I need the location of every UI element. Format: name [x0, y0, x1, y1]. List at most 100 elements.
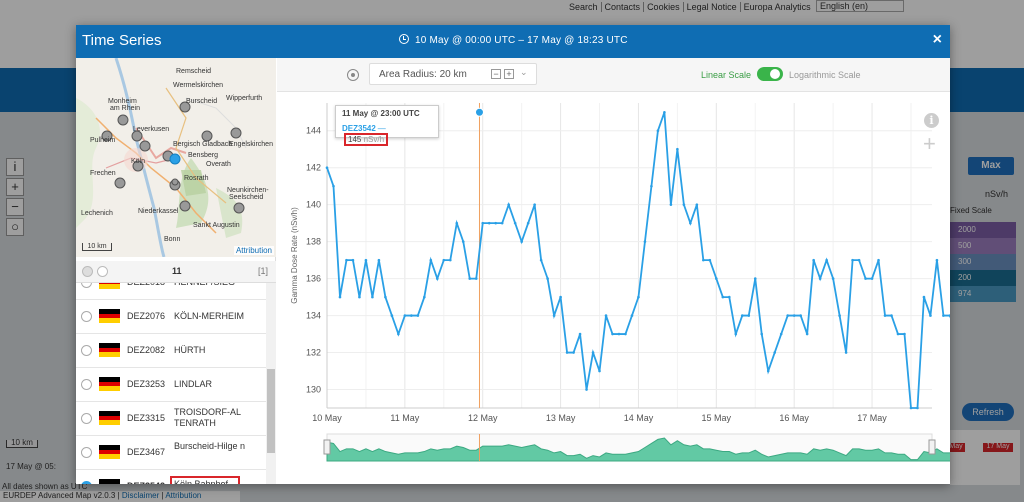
station-code: DEZ3315	[127, 413, 166, 423]
station-radio[interactable]	[81, 283, 92, 288]
x-tick-label: 10 May	[312, 413, 342, 423]
station-count: 11	[172, 266, 182, 276]
data-point	[812, 258, 815, 262]
data-point	[753, 277, 757, 280]
station-radio[interactable]	[81, 447, 92, 458]
area-radius-label: Area Radius: 20 km	[379, 69, 467, 80]
station-radio[interactable]	[81, 345, 92, 356]
x-tick-label: 12 May	[468, 413, 498, 423]
data-point	[909, 406, 913, 410]
chart-toolbar: Area Radius: 20 km − + ⌄ Linear Scale Lo…	[277, 58, 950, 92]
data-point	[617, 332, 621, 336]
data-point	[766, 369, 770, 373]
station-list-header: 11 [1]	[76, 261, 276, 283]
plus-icon[interactable]: +	[923, 131, 936, 156]
station-row[interactable]: DEZ3467 Burscheid-Hilge n	[76, 436, 266, 470]
tooltip-date: 11 May @ 23:00 UTC	[342, 109, 420, 118]
station-radio[interactable]	[81, 379, 92, 390]
map-controls: i + − ○	[6, 158, 24, 238]
data-point	[740, 314, 744, 317]
data-point	[410, 314, 413, 317]
map-place-label: Wipperfurth	[226, 95, 263, 102]
x-tick-label: 14 May	[624, 413, 654, 423]
map-place-label: Bergisch Gladbach	[173, 141, 233, 148]
data-point	[500, 221, 504, 225]
scrollbar-thumb[interactable]	[267, 369, 275, 453]
data-point	[702, 258, 705, 262]
data-point	[857, 258, 861, 262]
footer-attribution[interactable]: Attribution	[165, 491, 202, 500]
tooltip-dash: —	[377, 124, 386, 133]
station-row[interactable]: DEZ2082 HÜRTH	[76, 334, 266, 368]
linear-scale-label[interactable]: Linear Scale	[701, 70, 752, 80]
link-analytics[interactable]: Europa Analytics	[743, 2, 811, 12]
station-row[interactable]: DEZ2076 KÖLN-MERHEIM	[76, 300, 266, 334]
station-row[interactable]: DEZ3315 TROISDORF-AL TENRATH	[76, 402, 266, 436]
language-select[interactable]: English (en)	[816, 0, 904, 12]
data-point	[539, 258, 543, 262]
data-point	[721, 295, 725, 299]
station-radio[interactable]	[81, 413, 92, 424]
select-none-radio[interactable]	[97, 266, 108, 277]
zoom-out-button[interactable]: −	[6, 198, 24, 216]
data-point	[559, 295, 562, 299]
radius-minus-button[interactable]: −	[491, 69, 501, 79]
link-search[interactable]: Search	[566, 2, 602, 12]
footer: EURDEP Advanced Map v2.0.3 | Disclaimer …	[0, 491, 240, 502]
station-radio[interactable]	[81, 311, 92, 322]
close-button[interactable]: ×	[932, 31, 942, 48]
reset-button[interactable]: ○	[6, 218, 24, 236]
station-row[interactable]: DEZ3542 Köln Bahnhof	[76, 470, 266, 484]
target-icon[interactable]	[347, 69, 359, 81]
chart-svg[interactable]: 130 132 134 136 138 140 142 144 10 May 11 May 12 M…	[277, 93, 950, 484]
data-point	[585, 388, 588, 391]
data-point	[325, 166, 329, 169]
data-point	[397, 332, 400, 336]
link-cookies[interactable]: Cookies	[644, 2, 684, 12]
data-point	[416, 314, 420, 317]
time-series-chart[interactable]: 130 132 134 136 138 140 142 144 10 May 11 May 12 M…	[277, 93, 950, 484]
time-series-modal: Time Series 10 May @ 00:00 UTC – 17 May …	[76, 25, 950, 484]
info-icon[interactable]: i	[924, 113, 939, 128]
y-tick-label: 144	[306, 126, 321, 136]
data-point	[825, 258, 828, 262]
log-scale-label[interactable]: Logarithmic Scale	[789, 70, 861, 80]
link-contacts[interactable]: Contacts	[601, 2, 645, 12]
version: EURDEP Advanced Map v2.0.3	[3, 491, 116, 500]
station-radio[interactable]	[81, 481, 92, 484]
mini-map[interactable]: Remscheid Wermelskirchen Monheim am Rhein Bu…	[76, 58, 276, 257]
data-point	[520, 240, 523, 243]
legend-item: 974	[950, 286, 1016, 302]
data-point	[935, 258, 939, 262]
data-point	[734, 332, 738, 336]
area-radius-select[interactable]: Area Radius: 20 km − + ⌄	[369, 63, 537, 85]
mini-map-attribution[interactable]: Attribution	[233, 246, 274, 255]
station-list-scrollbar[interactable]	[266, 283, 276, 484]
zoom-in-button[interactable]: +	[6, 178, 24, 196]
data-point	[669, 203, 673, 206]
link-legal[interactable]: Legal Notice	[683, 2, 741, 12]
x-tick-label: 13 May	[546, 413, 576, 423]
chevron-down-icon[interactable]: ⌄	[520, 67, 528, 77]
refresh-button[interactable]: Refresh	[962, 403, 1014, 421]
map-info-button[interactable]: i	[6, 158, 24, 176]
footer-disclaimer[interactable]: Disclaimer	[121, 491, 160, 500]
max-button[interactable]: Max	[968, 157, 1014, 175]
data-point	[883, 314, 887, 317]
data-point	[916, 406, 919, 410]
data-point	[643, 240, 647, 243]
station-row[interactable]: DEZ2018 HENNEF/SIEG	[76, 283, 266, 300]
station-panel: Remscheid Wermelskirchen Monheim am Rhein Bu…	[76, 58, 276, 484]
map-place-label: am Rhein	[110, 105, 140, 112]
fixed-scale-label[interactable]: Fixed Scale	[950, 206, 992, 215]
radius-plus-button[interactable]: +	[504, 69, 514, 79]
data-point	[851, 258, 854, 262]
station-row[interactable]: DEZ3253 LINDLAR	[76, 368, 266, 402]
select-all-radio[interactable]	[82, 266, 93, 277]
data-point	[799, 314, 802, 317]
y-axis-label: Gamma Dose Rate (nSv/h)	[290, 207, 299, 304]
scale-toggle[interactable]	[757, 67, 783, 81]
map-place-label: Pulheim	[90, 137, 116, 144]
navigator-handle-left	[323, 439, 331, 455]
data-point	[929, 314, 932, 317]
